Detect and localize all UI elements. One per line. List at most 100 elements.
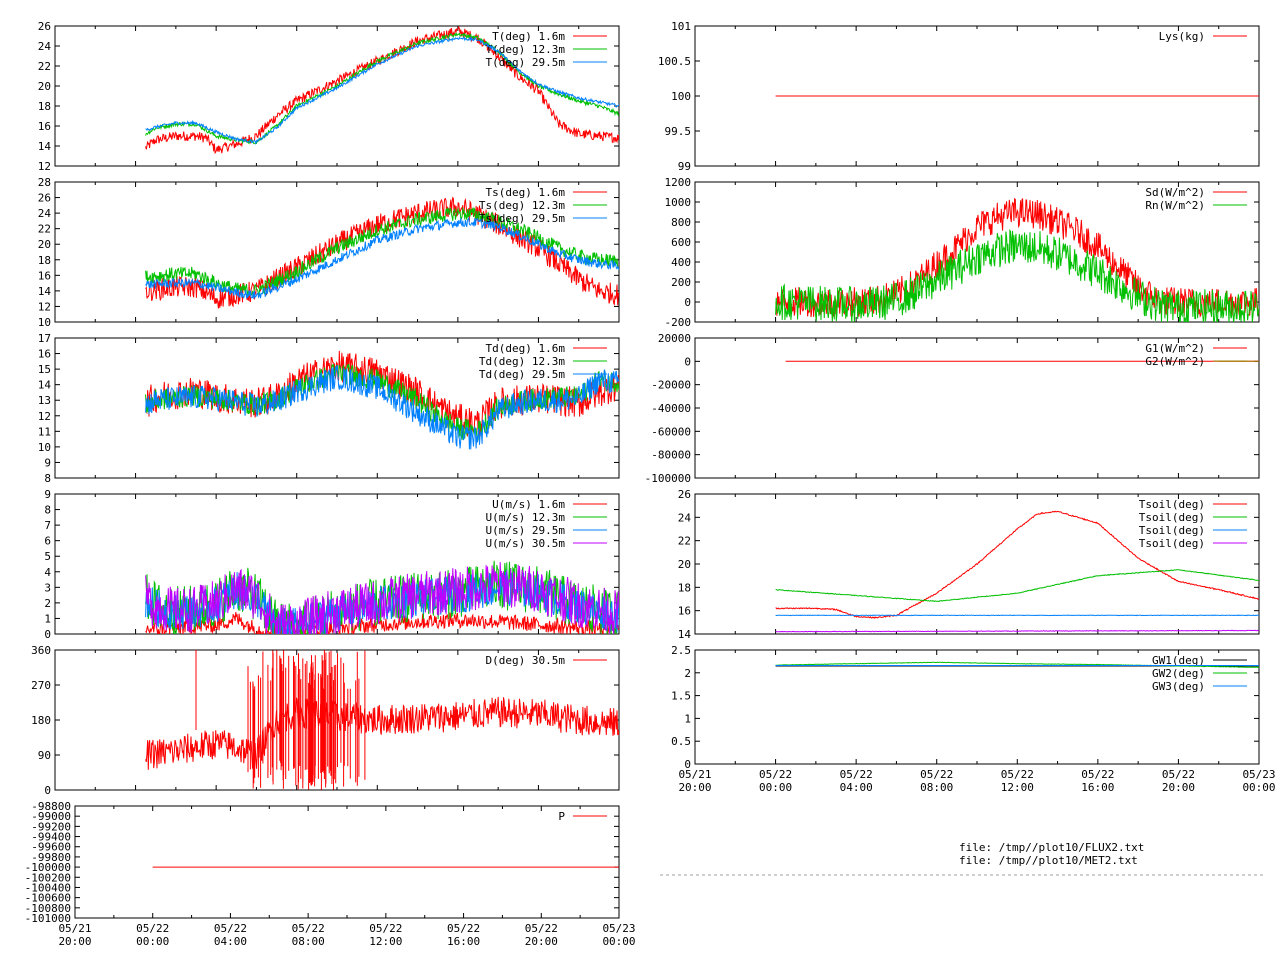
y-tick-label: 90	[38, 749, 51, 762]
x-tick-label-date: 05/22	[759, 768, 792, 781]
y-tick-label: 4	[44, 566, 51, 579]
y-tick-label: 99.5	[665, 125, 692, 138]
legend-label: GW2(deg)	[1152, 667, 1205, 680]
x-tick-label-date: 05/21	[678, 768, 711, 781]
y-tick-label: 2.5	[671, 644, 691, 657]
y-tick-label: 14	[38, 379, 52, 392]
series-line-2	[145, 36, 619, 146]
y-tick-label: 24	[678, 511, 692, 524]
y-tick-label: 14	[678, 628, 692, 641]
x-tick-label-date: 05/23	[602, 922, 635, 935]
y-tick-label: 1	[44, 612, 51, 625]
x-tick-label-time: 00:00	[759, 781, 792, 794]
legend-label: T(deg) 12.3m	[486, 43, 566, 56]
y-tick-label: 13	[38, 394, 51, 407]
x-tick-label-time: 00:00	[1242, 781, 1275, 794]
legend-label: Td(deg) 1.6m	[486, 342, 566, 355]
y-tick-label: 20000	[658, 332, 691, 345]
y-tick-label: 10	[38, 441, 51, 454]
x-tick-label-time: 00:00	[602, 935, 635, 948]
y-tick-label: 14	[38, 285, 52, 298]
y-tick-label: 9	[44, 456, 51, 469]
x-tick-label-time: 08:00	[292, 935, 325, 948]
y-tick-label: 6	[44, 535, 51, 548]
wind-direction-spikes	[195, 650, 366, 790]
y-tick-label: 22	[678, 535, 691, 548]
x-tick-label-time: 20:00	[525, 935, 558, 948]
y-tick-label: 20	[678, 558, 691, 571]
y-tick-label: 15	[38, 363, 51, 376]
y-tick-label: -98800	[31, 800, 71, 813]
panel-gw-temperature: 00.511.522.505/2120:0005/2200:0005/2204:…	[671, 644, 1275, 794]
y-tick-label: 180	[31, 714, 51, 727]
legend-label: D(deg) 30.5m	[486, 654, 566, 667]
series-line-0	[775, 510, 1259, 619]
y-tick-label: 5	[44, 550, 51, 563]
y-tick-label: 8	[44, 504, 51, 517]
y-tick-label: 12	[38, 300, 51, 313]
x-tick-label-time: 04:00	[214, 935, 247, 948]
panel-ground-heat-flux: -100000 -80000 -60000 -40000 -20000 0 20000 G1(…	[645, 332, 1260, 485]
x-tick-label-date: 05/22	[214, 922, 247, 935]
legend-label: Ts(deg) 29.5m	[479, 212, 565, 225]
y-tick-label: -100600	[25, 892, 71, 905]
y-tick-label: -60000	[651, 425, 691, 438]
y-tick-label: 0	[684, 758, 691, 771]
legend-label: GW1(deg)	[1152, 654, 1205, 667]
y-tick-label: 18	[678, 581, 691, 594]
y-tick-label: 800	[671, 216, 691, 229]
y-tick-label: 24	[38, 40, 52, 53]
y-tick-label: -99600	[31, 841, 71, 854]
y-tick-label: -99200	[31, 820, 71, 833]
y-tick-label: 16	[38, 269, 51, 282]
legend-label: Td(deg) 29.5m	[479, 368, 565, 381]
y-tick-label: 28	[38, 176, 51, 189]
legend-label: Ts(deg) 12.3m	[479, 199, 565, 212]
panel-wind-direction: 0 90 180 270 360 D(deg) 30.5m	[31, 644, 620, 797]
legend-label: Sd(W/m^2)	[1145, 186, 1205, 199]
legend-label: Ts(deg) 1.6m	[486, 186, 566, 199]
x-tick-label-time: 00:00	[136, 935, 169, 948]
y-tick-label: 12	[38, 410, 51, 423]
y-tick-label: -100000	[25, 861, 71, 874]
legend-label: U(m/s) 12.3m	[486, 511, 566, 524]
y-tick-label: 22	[38, 223, 51, 236]
panel-radiation: -200 0 200 400 600 800 1000 1200 Sd(W/m^2)Rn(W/m…	[665, 176, 1260, 329]
y-tick-label: 99	[678, 160, 691, 173]
legend-label: Tsoil(deg)	[1139, 498, 1205, 511]
y-tick-label: 270	[31, 679, 51, 692]
y-tick-label: 100	[671, 90, 691, 103]
series-line-2	[145, 216, 619, 300]
x-tick-label-date: 05/22	[1162, 768, 1195, 781]
y-tick-label: 2	[44, 597, 51, 610]
x-tick-label-time: 20:00	[678, 781, 711, 794]
x-tick-label-time: 12:00	[1001, 781, 1034, 794]
legend-label: Tsoil(deg)	[1139, 511, 1205, 524]
file-note-met: file: /tmp//plot10/MET2.txt	[959, 854, 1138, 867]
y-tick-label: 12	[38, 160, 51, 173]
series-line-1	[145, 206, 619, 298]
y-tick-label: -100200	[25, 871, 71, 884]
legend-label: U(m/s) 30.5m	[486, 537, 566, 550]
y-tick-label: 400	[671, 256, 691, 269]
y-tick-label: 1200	[665, 176, 692, 189]
x-tick-label-time: 20:00	[1162, 781, 1195, 794]
panel-soil-temperature: 14161820222426Tsoil(deg)Tsoil(deg)Tsoil(…	[678, 488, 1260, 641]
legend-label: G2(W/m^2)	[1145, 355, 1205, 368]
y-tick-label: 20	[38, 238, 51, 251]
series-line-2	[775, 614, 1259, 617]
x-tick-label-date: 05/22	[840, 768, 873, 781]
series-line-1	[775, 228, 1259, 322]
y-tick-label: 9	[44, 488, 51, 501]
y-tick-label: 0	[44, 628, 51, 641]
y-tick-label: 11	[38, 425, 51, 438]
y-tick-label: -80000	[651, 449, 691, 462]
legend-label: U(m/s) 29.5m	[486, 524, 566, 537]
legend-label: Td(deg) 12.3m	[479, 355, 565, 368]
y-tick-label: -99400	[31, 831, 71, 844]
y-tick-label: -100000	[645, 472, 691, 485]
panel-pressure: -101000-100800-100600-100400-100200-1000…	[25, 800, 636, 948]
y-tick-label: 16	[38, 348, 51, 361]
